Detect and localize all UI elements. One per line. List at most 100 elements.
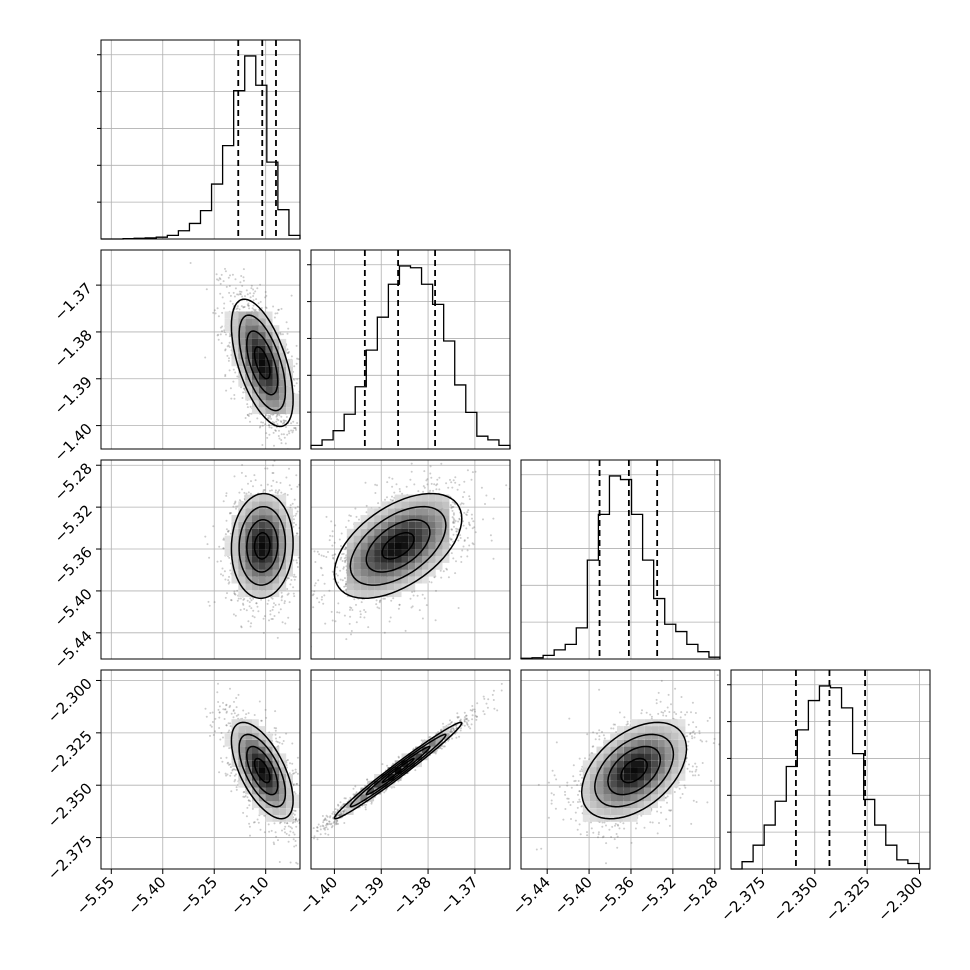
scatter-point <box>305 507 307 509</box>
scatter-point <box>393 491 396 494</box>
scatter-point <box>322 555 325 558</box>
scatter-point <box>209 724 212 727</box>
scatter-point <box>391 477 394 480</box>
scatter-point <box>438 488 441 491</box>
scatter-point <box>222 280 225 283</box>
scatter-point <box>234 768 237 771</box>
scatter-point <box>274 312 277 315</box>
scatter-point <box>267 424 270 427</box>
scatter-point <box>296 505 299 508</box>
scatter-point <box>473 526 476 529</box>
scatter-point <box>249 405 252 408</box>
scatter-point <box>378 607 381 610</box>
scatter-point <box>397 607 400 610</box>
scatter-point <box>293 578 296 581</box>
scatter-point <box>296 561 298 564</box>
scatter-point <box>223 570 226 573</box>
scatter-point <box>351 609 354 611</box>
scatter-point <box>286 577 289 580</box>
scatter-point <box>222 500 225 503</box>
scatter-point <box>466 536 469 539</box>
scatter-point <box>450 552 453 555</box>
scatter-point <box>290 429 293 432</box>
scatter-point <box>439 569 442 572</box>
scatter-point <box>253 821 256 824</box>
scatter-point <box>286 433 289 436</box>
scatter-point <box>253 616 256 619</box>
scatter-point <box>384 498 386 501</box>
scatter-point <box>219 282 222 285</box>
scatter-point <box>465 514 468 516</box>
scatter-point <box>348 514 351 517</box>
scatter-point <box>452 522 455 524</box>
scatter-point <box>454 520 457 522</box>
scatter-point <box>270 426 273 429</box>
scatter-point <box>451 516 454 519</box>
scatter-point <box>280 442 283 445</box>
scatter-point <box>340 556 343 559</box>
scatter-point <box>308 577 310 579</box>
scatter-point <box>207 600 210 603</box>
scatter-point <box>466 511 469 514</box>
scatter-point <box>243 597 246 600</box>
scatter-point <box>229 562 232 565</box>
scatter-point <box>268 426 271 429</box>
scatter-point <box>463 511 466 514</box>
scatter-point <box>355 515 358 518</box>
scatter-point <box>239 293 242 296</box>
scatter-point <box>293 813 296 816</box>
scatter-point <box>229 294 232 297</box>
scatter-point <box>332 556 335 559</box>
scatter-point <box>459 537 462 539</box>
scatter-point <box>462 545 465 548</box>
scatter-point <box>265 716 268 719</box>
scatter-point <box>462 520 464 523</box>
scatter-point <box>271 618 274 620</box>
scatter-point <box>287 577 290 580</box>
scatter-point <box>221 567 224 570</box>
scatter-point <box>252 485 254 488</box>
scatter-point <box>349 606 352 609</box>
scatter-point <box>489 534 492 537</box>
scatter-point <box>244 417 247 419</box>
scatter-point <box>291 431 294 434</box>
scatter-point <box>295 532 298 535</box>
scatter-point <box>338 611 341 614</box>
scatter-point <box>343 557 346 560</box>
scatter-point <box>234 278 237 281</box>
scatter-point <box>235 788 238 791</box>
scatter-point <box>341 579 344 582</box>
scatter-point <box>274 729 277 732</box>
scatter-point <box>430 482 433 485</box>
scatter-point <box>451 506 454 508</box>
scatter-point <box>404 629 407 632</box>
scatter-point <box>228 556 231 559</box>
scatter-point <box>292 429 295 432</box>
scatter-point <box>360 601 363 604</box>
scatter-point <box>224 375 227 378</box>
scatter-point <box>470 513 473 516</box>
scatter-point <box>242 391 245 394</box>
scatter-point <box>306 581 308 583</box>
scatter-point <box>219 292 222 295</box>
scatter-point <box>286 493 289 496</box>
scatter-point <box>451 501 454 504</box>
scatter-point <box>454 503 457 506</box>
scatter-point <box>222 708 225 711</box>
scatter-point <box>221 311 224 314</box>
scatter-point <box>458 483 461 486</box>
scatter-point <box>430 581 433 584</box>
scatter-point <box>246 599 249 602</box>
scatter-point <box>326 474 328 476</box>
scatter-point <box>247 304 250 307</box>
scatter-point <box>242 279 245 282</box>
scatter-point <box>285 426 287 428</box>
scatter-point <box>325 515 328 518</box>
scatter-point <box>295 817 298 820</box>
scatter-point <box>274 429 277 432</box>
scatter-point <box>451 486 454 489</box>
scatter-point <box>313 590 316 593</box>
scatter-point <box>208 556 211 559</box>
scatter-point <box>466 549 469 552</box>
scatter-point <box>304 418 306 420</box>
